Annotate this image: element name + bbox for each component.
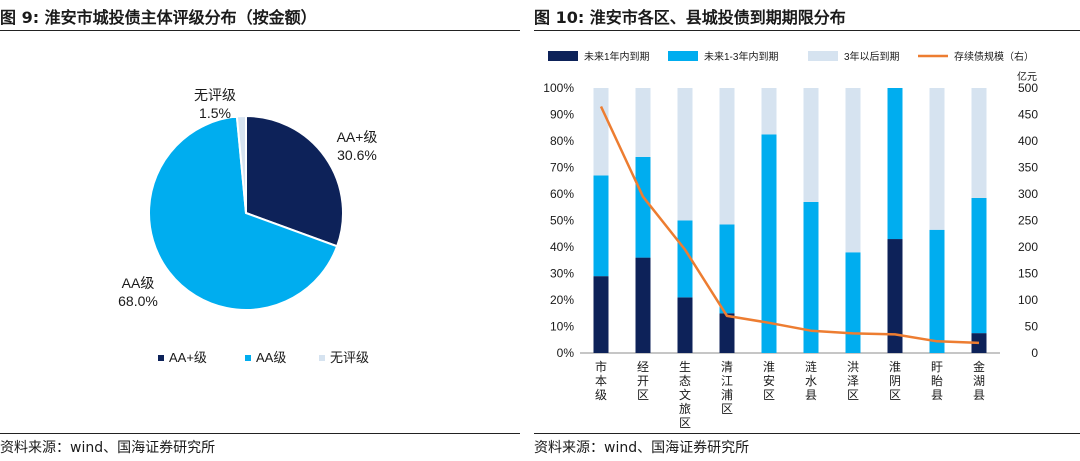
y-left-tick-label: 70% — [550, 161, 574, 175]
x-tick-label: 淮阴区 — [889, 360, 901, 402]
y-left-tick-label: 90% — [550, 108, 574, 122]
pie-legend-swatch — [319, 355, 325, 361]
bar-source-note: 资料来源：wind、国海证券研究所 — [534, 440, 750, 456]
pie-legend-label: 无评级 — [330, 350, 369, 365]
y-left-tick-label: 30% — [550, 267, 574, 281]
bar-segment — [635, 257, 651, 353]
pie-legend-label: AA+级 — [169, 350, 207, 365]
pie-figure-title: 图 9: 淮安市城投债主体评级分布（按金额） — [0, 8, 317, 27]
y-left-tick-label: 100% — [543, 81, 574, 95]
pie-slice — [148, 115, 339, 311]
pie-slice-percent: 30.6% — [337, 147, 377, 163]
pie-slice-percent: 68.0% — [118, 293, 158, 309]
legend-label: 未来1年内到期 — [584, 50, 650, 63]
y-left-tick-label: 0% — [557, 346, 575, 360]
bar-segment — [677, 88, 693, 221]
stacked-bar-line-chart: 未来1年内到期 未来1-3年内到期 3年以后到期 存续债规模（右） 0% 10% 20% 30… — [543, 50, 1039, 430]
bar-segment — [719, 224, 735, 314]
bar-title-rule — [534, 30, 1080, 31]
bar-segment — [971, 197, 987, 334]
y-left-tick-label: 20% — [550, 293, 574, 307]
bar-segment — [719, 313, 735, 353]
y-right-tick-label: 200 — [1018, 240, 1038, 254]
legend-label: 未来1-3年内到期 — [704, 50, 778, 63]
y-right-tick-label: 450 — [1018, 108, 1038, 122]
pie-slice-name: AA级 — [122, 275, 155, 291]
y-left-tick-label: 60% — [550, 187, 574, 201]
pie-slice — [235, 114, 247, 214]
pie-slice-name: 无评级 — [194, 87, 236, 103]
y-right-tick-label: 150 — [1018, 267, 1038, 281]
bar-figure-title: 图 10: 淮安市各区、县城投债到期期限分布 — [534, 8, 846, 27]
bar-segment — [971, 88, 987, 198]
y-left-tick-label: 80% — [550, 134, 574, 148]
bar-segment — [635, 88, 651, 157]
pie-slice — [245, 114, 344, 248]
pie-legend-swatch — [158, 355, 164, 361]
bar-segment — [887, 88, 903, 240]
bar-chart-panel: 图 10: 淮安市各区、县城投债到期期限分布 未来1年内到期 未来1-3年内到期 3… — [534, 0, 1080, 461]
x-tick-label: 金湖县 — [973, 359, 985, 402]
y-left-tick-label: 10% — [550, 320, 574, 334]
bar-segment — [887, 239, 903, 353]
bar-segment — [929, 88, 945, 230]
bar-segment — [719, 88, 735, 225]
y-right-tick-label: 300 — [1018, 187, 1038, 201]
y-left-tick-label: 40% — [550, 240, 574, 254]
bar-segment — [593, 276, 609, 353]
pie-slice-name: AA+级 — [337, 129, 378, 145]
y-right-tick-label: 50 — [1025, 320, 1039, 334]
bar-segment — [593, 175, 609, 277]
bar-segment — [593, 88, 609, 176]
pie-title-rule — [0, 30, 520, 31]
y-right-tick-label: 350 — [1018, 161, 1038, 175]
pie-source-rule — [0, 433, 520, 434]
x-tick-label: 经开区 — [637, 360, 649, 402]
bar-segment — [803, 88, 819, 202]
bar-source-rule — [534, 433, 1080, 434]
legend-label: 存续债规模（右） — [954, 50, 1034, 63]
bar-segment — [635, 156, 651, 258]
x-tick-label: 生态文旅区 — [679, 360, 691, 430]
x-tick-label: 清江浦区 — [721, 360, 733, 416]
y-right-tick-label: 100 — [1018, 293, 1038, 307]
bar-segment — [971, 333, 987, 353]
y-right-tick-label: 400 — [1018, 134, 1038, 148]
bar-segment — [845, 252, 861, 353]
x-tick-label: 淮安区 — [763, 360, 775, 402]
legend-bar-swatch — [548, 51, 578, 61]
pie-legend-label: AA级 — [256, 350, 286, 365]
pie-chart-panel: 图 9: 淮安市城投债主体评级分布（按金额） AA+级 30.6% AA级 68.0%… — [0, 0, 520, 461]
bar-segment — [803, 201, 819, 353]
legend-bar-swatch — [808, 51, 838, 61]
x-tick-label: 洪泽区 — [847, 360, 859, 402]
line-series — [599, 105, 980, 345]
bar-segment — [929, 229, 945, 353]
x-tick-label: 盱眙县 — [931, 360, 943, 402]
x-tick-label: 市本级 — [595, 359, 607, 402]
bar-segment — [677, 297, 693, 353]
bar-segment — [677, 220, 693, 298]
y-right-tick-label: 0 — [1031, 346, 1038, 360]
y-right-tick-label: 500 — [1018, 81, 1038, 95]
x-tick-label: 涟水县 — [805, 359, 817, 402]
pie-source-note: 资料来源：wind、国海证券研究所 — [0, 440, 216, 456]
pie-slice-percent: 1.5% — [199, 105, 231, 121]
y-left-tick-label: 50% — [550, 214, 574, 228]
bar-segment — [845, 88, 861, 253]
pie-legend-swatch — [245, 355, 251, 361]
legend-label: 3年以后到期 — [844, 50, 900, 63]
y-right-unit-label: 亿元 — [1017, 70, 1037, 83]
y-right-tick-label: 250 — [1018, 214, 1038, 228]
legend-bar-swatch — [668, 51, 698, 61]
bar-segment — [761, 134, 777, 353]
bar-segment — [761, 88, 777, 135]
